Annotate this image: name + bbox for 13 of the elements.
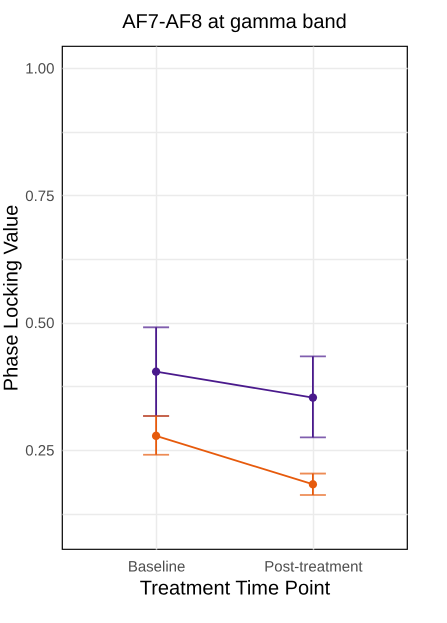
point [308, 480, 318, 488]
y-tick-label: 1.00 [25, 60, 54, 78]
x-tick-label: Baseline [128, 558, 186, 576]
y-axis-title: Phase Locking Value [0, 204, 22, 392]
chart-title: AF7-AF8 at gamma band [122, 11, 347, 33]
point [152, 367, 160, 376]
y-tick-label: 0.25 [25, 442, 54, 460]
point [308, 393, 318, 402]
x-tick-label: Post-treatment [264, 558, 364, 576]
point [152, 432, 160, 440]
y-tick-label: 0.75 [25, 188, 54, 205]
x-axis-title: Treatment Time Point [140, 578, 331, 600]
y-tick-label: 0.50 [25, 315, 54, 332]
